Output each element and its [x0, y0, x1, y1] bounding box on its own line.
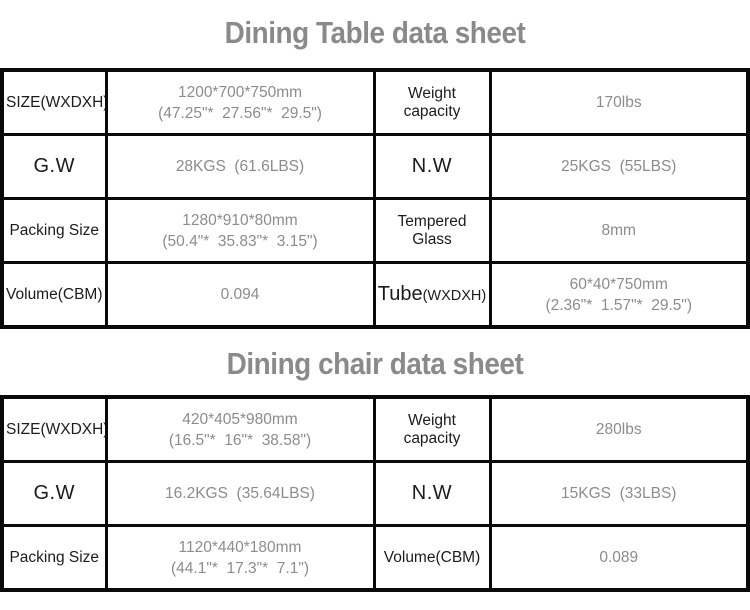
- table-row: Packing Size 1280*910*80mm (50.4"* 35.83…: [0, 197, 750, 264]
- size-label: SIZE(WXDXH): [0, 395, 108, 463]
- size-label: SIZE(WXDXH): [0, 68, 108, 136]
- size-value: 420*405*980mm (16.5"* 16"* 38.58"): [104, 395, 376, 463]
- table-row: SIZE(WXDXH) 420*405*980mm (16.5"* 16"* 3…: [0, 395, 750, 463]
- dining-chair-sheet-title: Dining chair data sheet: [226, 346, 524, 381]
- weight-capacity-label: Weight capacity: [372, 68, 492, 136]
- volume-value: 0.089: [488, 524, 750, 592]
- net-weight-label: N.W: [372, 133, 492, 200]
- packing-size-value: 1120*440*180mm (44.1"* 17.3"* 7.1"): [104, 524, 376, 592]
- table-row: Volume(CBM) 0.094 Tube(WXDXH) 60*40*750m…: [0, 261, 750, 329]
- table-row: G.W 16.2KGS (35.64LBS) N.W 15KGS (33LBS): [0, 460, 750, 527]
- weight-capacity-value: 170lbs: [488, 68, 750, 136]
- volume-value: 0.094: [104, 261, 376, 329]
- weight-capacity-label: Weight capacity: [372, 395, 492, 463]
- volume-label: Volume(CBM): [372, 524, 492, 592]
- dining-chair-spec-table: SIZE(WXDXH) 420*405*980mm (16.5"* 16"* 3…: [0, 395, 750, 592]
- tube-label-suffix: (WXDXH): [422, 288, 487, 304]
- packing-size-label: Packing Size: [0, 524, 108, 592]
- volume-label: Volume(CBM): [0, 261, 108, 329]
- gross-weight-label: G.W: [0, 460, 108, 527]
- net-weight-value: 15KGS (33LBS): [488, 460, 750, 527]
- table-row: G.W 28KGS (61.6LBS) N.W 25KGS (55LBS): [0, 133, 750, 200]
- tempered-glass-value: 8mm: [488, 197, 750, 264]
- dining-table-sheet-title: Dining Table data sheet: [224, 15, 526, 50]
- gross-weight-label: G.W: [0, 133, 108, 200]
- gross-weight-value: 28KGS (61.6LBS): [104, 133, 376, 200]
- tube-label: Tube(WXDXH): [372, 261, 492, 329]
- packing-size-label: Packing Size: [0, 197, 108, 264]
- dining-table-spec-table: SIZE(WXDXH) 1200*700*750mm (47.25"* 27.5…: [0, 68, 750, 329]
- table-row: SIZE(WXDXH) 1200*700*750mm (47.25"* 27.5…: [0, 68, 750, 136]
- packing-size-value: 1280*910*80mm (50.4"* 35.83"* 3.15"): [104, 197, 376, 264]
- net-weight-value: 25KGS (55LBS): [488, 133, 750, 200]
- tube-label-main: Tube: [377, 283, 423, 305]
- tube-value: 60*40*750mm (2.36"* 1.57"* 29.5"): [488, 261, 750, 329]
- weight-capacity-value: 280lbs: [488, 395, 750, 463]
- table-row: Packing Size 1120*440*180mm (44.1"* 17.3…: [0, 524, 750, 592]
- size-value: 1200*700*750mm (47.25"* 27.56"* 29.5"): [104, 68, 376, 136]
- gross-weight-value: 16.2KGS (35.64LBS): [104, 460, 376, 527]
- tempered-glass-label: Tempered Glass: [372, 197, 492, 264]
- net-weight-label: N.W: [372, 460, 492, 527]
